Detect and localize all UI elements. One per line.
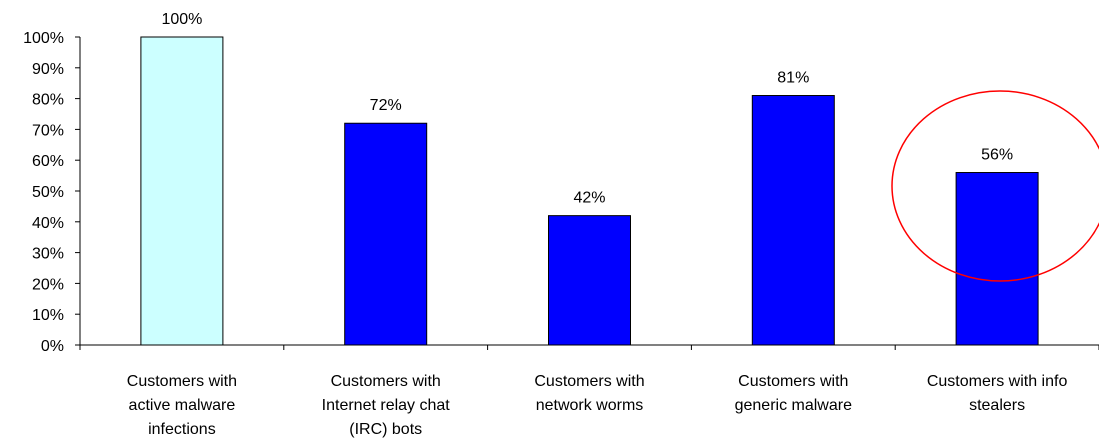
data-labels: 100% 72% 42% 81% 56% xyxy=(161,11,1013,207)
data-label: 56% xyxy=(981,147,1013,164)
category-label: network worms xyxy=(536,397,644,414)
bars xyxy=(140,36,1039,346)
data-label: 100% xyxy=(161,11,202,28)
y-tick-label: 50% xyxy=(32,184,64,201)
y-tick-label: 90% xyxy=(32,61,64,78)
category-label: Customers with xyxy=(127,373,237,390)
y-tick-label: 100% xyxy=(23,30,64,47)
category-label: Customers with xyxy=(331,373,441,390)
category-label: Customers with xyxy=(738,373,848,390)
category-label: stealers xyxy=(969,397,1025,414)
category-labels: Customers with active malware infections Cu… xyxy=(127,373,1068,438)
category-label: Customers with xyxy=(534,373,644,390)
x-axis xyxy=(79,344,1099,350)
y-tick-label: 60% xyxy=(32,153,64,170)
category-label: active malware xyxy=(129,397,236,414)
bar xyxy=(344,122,428,346)
y-tick-label: 10% xyxy=(32,307,64,324)
data-label: 81% xyxy=(777,70,809,87)
y-axis: 0% 10% 20% 30% 40% 50% 60% 70% 80% 90% 100% xyxy=(23,30,81,355)
category-label: infections xyxy=(148,421,216,438)
category-label: Customers with info xyxy=(927,373,1068,390)
y-tick-label: 70% xyxy=(32,122,64,139)
bar xyxy=(751,95,835,346)
highlight-circle xyxy=(891,90,1099,282)
data-label: 42% xyxy=(573,190,605,207)
category-label: Internet relay chat xyxy=(322,397,451,414)
y-tick-label: 40% xyxy=(32,215,64,232)
bar xyxy=(548,215,631,346)
bar xyxy=(955,172,1039,346)
bar xyxy=(140,36,224,346)
y-tick-label: 20% xyxy=(32,276,64,293)
y-tick-label: 30% xyxy=(32,246,64,263)
y-tick-label: 80% xyxy=(32,92,64,109)
category-label: generic malware xyxy=(735,397,852,414)
data-label: 72% xyxy=(370,97,402,114)
category-label: (IRC) bots xyxy=(349,421,422,438)
y-tick-label: 0% xyxy=(41,338,64,355)
